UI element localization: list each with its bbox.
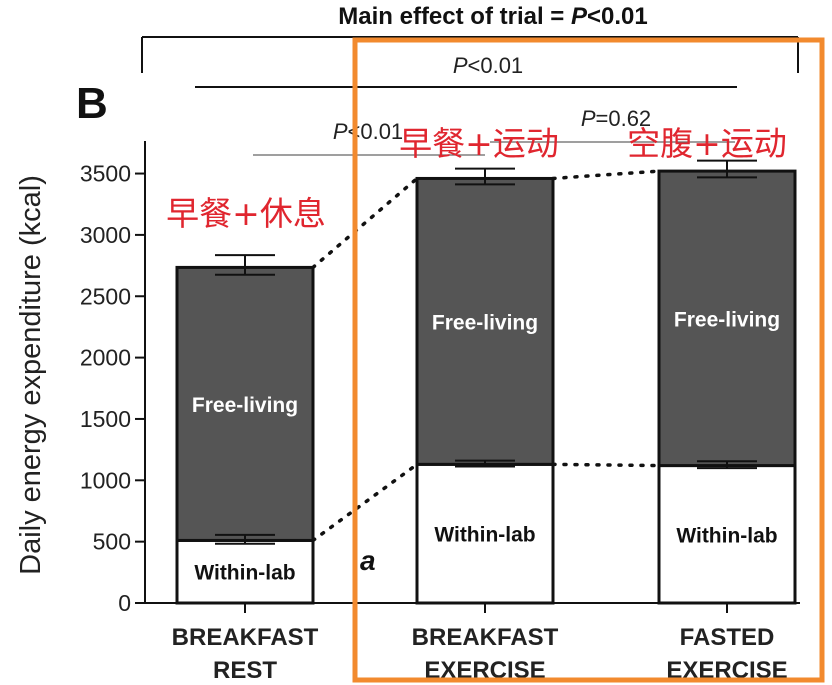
segment-label-free-living: Free-living: [192, 394, 298, 417]
y-tick-label: 1500: [80, 406, 131, 432]
sig-breakfast-exercise-vs-fasted: P=0.62: [490, 106, 735, 143]
annotation-fasted-exercise: 空腹+运动: [627, 124, 787, 163]
y-tick-label: 3000: [80, 222, 131, 248]
panel-label: B: [76, 79, 108, 128]
annotation-breakfast-exercise: 早餐+运动: [399, 124, 559, 163]
bar-free-living: [657, 169, 797, 468]
bars: Within-lab Free-living Within-lab Free-livi…: [175, 159, 797, 605]
segment-label-free-living: Free-living: [674, 308, 780, 331]
y-tick-label: 500: [93, 529, 131, 555]
sig-label-1: P<0.01: [453, 53, 523, 78]
bar-within-lab: [175, 538, 315, 605]
y-tick-label: 0: [118, 590, 131, 616]
main-effect-bracket: [141, 36, 799, 73]
y-tick-label: 2000: [80, 345, 131, 371]
stray-letter: a: [360, 545, 376, 576]
connector-top: [551, 169, 661, 181]
bar-connectors: [311, 169, 661, 543]
segment-label-free-living: Free-living: [432, 311, 538, 334]
y-tick-label: 3500: [80, 161, 131, 187]
x-tick-label: BREAKFAST: [412, 624, 559, 651]
highlight-box: [352, 37, 825, 683]
x-tick-label: FASTED: [680, 624, 775, 651]
sig-rest-vs-breakfast-exercise: P<0.01: [253, 119, 485, 156]
segment-label-within-lab: Within-lab: [676, 524, 777, 547]
x-axis: BREAKFASTRESTBREAKFASTEXERCISEFASTEDEXER…: [145, 602, 800, 684]
bar-within-lab: [415, 462, 555, 605]
chart-title: Main effect of trial = P<0.01: [338, 3, 647, 30]
segment-label-within-lab: Within-lab: [434, 524, 535, 547]
x-tick-label: REST: [213, 657, 277, 684]
sig-label-3: P=0.62: [581, 106, 651, 131]
y-axis: 0 500 1000 1500 2000 2500 3000 3500: [80, 141, 146, 616]
connector-mid: [311, 462, 419, 543]
connector-top: [311, 176, 419, 270]
annotation-breakfast-rest: 早餐+休息: [166, 194, 326, 233]
bar-free-living: [415, 176, 555, 466]
y-tick-label: 2500: [80, 283, 131, 309]
sig-label-2: P<0.01: [333, 119, 403, 144]
y-axis-label: Daily energy expenditure (kcal): [15, 175, 47, 575]
x-tick-label: BREAKFAST: [172, 624, 319, 651]
y-tick-label: 1000: [80, 467, 131, 493]
connector-mid: [551, 462, 661, 468]
segment-label-within-lab: Within-lab: [194, 562, 295, 585]
sig-rest-vs-fasted: P<0.01: [195, 53, 737, 88]
bar-within-lab: [657, 464, 797, 605]
